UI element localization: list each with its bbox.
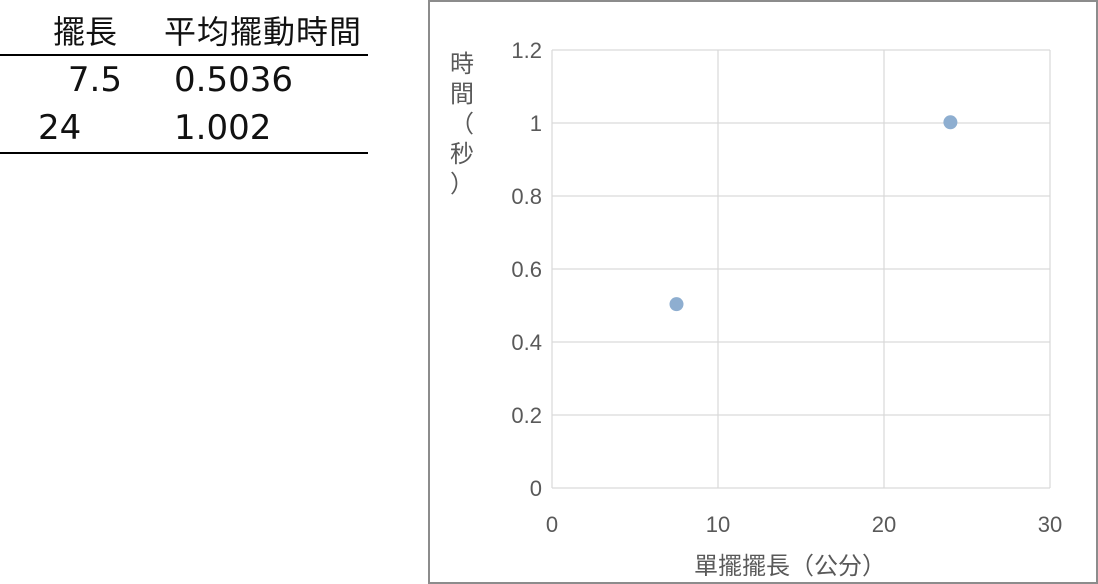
data-points	[669, 115, 958, 312]
cell-time: 1.002	[160, 104, 368, 154]
y-tick-labels: 0 0.2 0.4 0.6 0.8 1 1.2	[511, 38, 542, 501]
chart-frame: 0 0.2 0.4 0.6 0.8 1 1.2 0 10 20 30 單擺擺長（公分） 時間（秒）	[428, 0, 1098, 584]
header-average-swing-time: 平均擺動時間	[160, 6, 368, 56]
table-row: 24 1.002	[0, 104, 368, 154]
cell-length: 24	[0, 104, 160, 154]
y-tick-label: 0.4	[511, 330, 542, 355]
y-axis-title-char: 秒	[450, 140, 474, 168]
table-header-row: 擺長 平均擺動時間	[0, 6, 368, 56]
table-row: 7.5 0.5036	[0, 55, 368, 104]
y-axis-title-char: ）	[450, 170, 474, 198]
y-axis-title: 時間（秒）	[450, 50, 474, 198]
y-tick-label: 0	[530, 476, 542, 501]
y-axis-title-char: 間	[450, 80, 474, 108]
scatter-chart: 0 0.2 0.4 0.6 0.8 1 1.2 0 10 20 30 單擺擺長（公分） 時間（秒）	[450, 38, 1062, 580]
x-tick-label: 10	[706, 512, 730, 537]
y-axis-title-char: 時	[450, 50, 474, 78]
y-tick-label: 0.6	[511, 257, 542, 282]
grid-lines	[551, 49, 1051, 489]
y-axis-title-char: （	[450, 110, 474, 138]
x-tick-label: 30	[1038, 512, 1062, 537]
y-tick-label: 1	[530, 111, 542, 136]
y-tick-label: 0.2	[511, 403, 542, 428]
header-pendulum-length: 擺長	[0, 6, 160, 56]
y-tick-label: 1.2	[511, 38, 542, 63]
data-point	[669, 297, 684, 312]
x-axis-title: 單擺擺長（公分）	[694, 552, 886, 580]
cell-length: 7.5	[67, 60, 122, 100]
x-tick-labels: 0 10 20 30	[546, 512, 1062, 537]
x-tick-label: 20	[872, 512, 896, 537]
data-table-container: 擺長 平均擺動時間 7.5 0.5036 24 1.002	[0, 6, 368, 154]
data-table: 擺長 平均擺動時間 7.5 0.5036 24 1.002	[0, 6, 368, 154]
cell-time: 0.5036	[174, 60, 293, 100]
y-tick-label: 0.8	[511, 184, 542, 209]
x-tick-label: 0	[546, 512, 558, 537]
data-point	[943, 115, 958, 130]
